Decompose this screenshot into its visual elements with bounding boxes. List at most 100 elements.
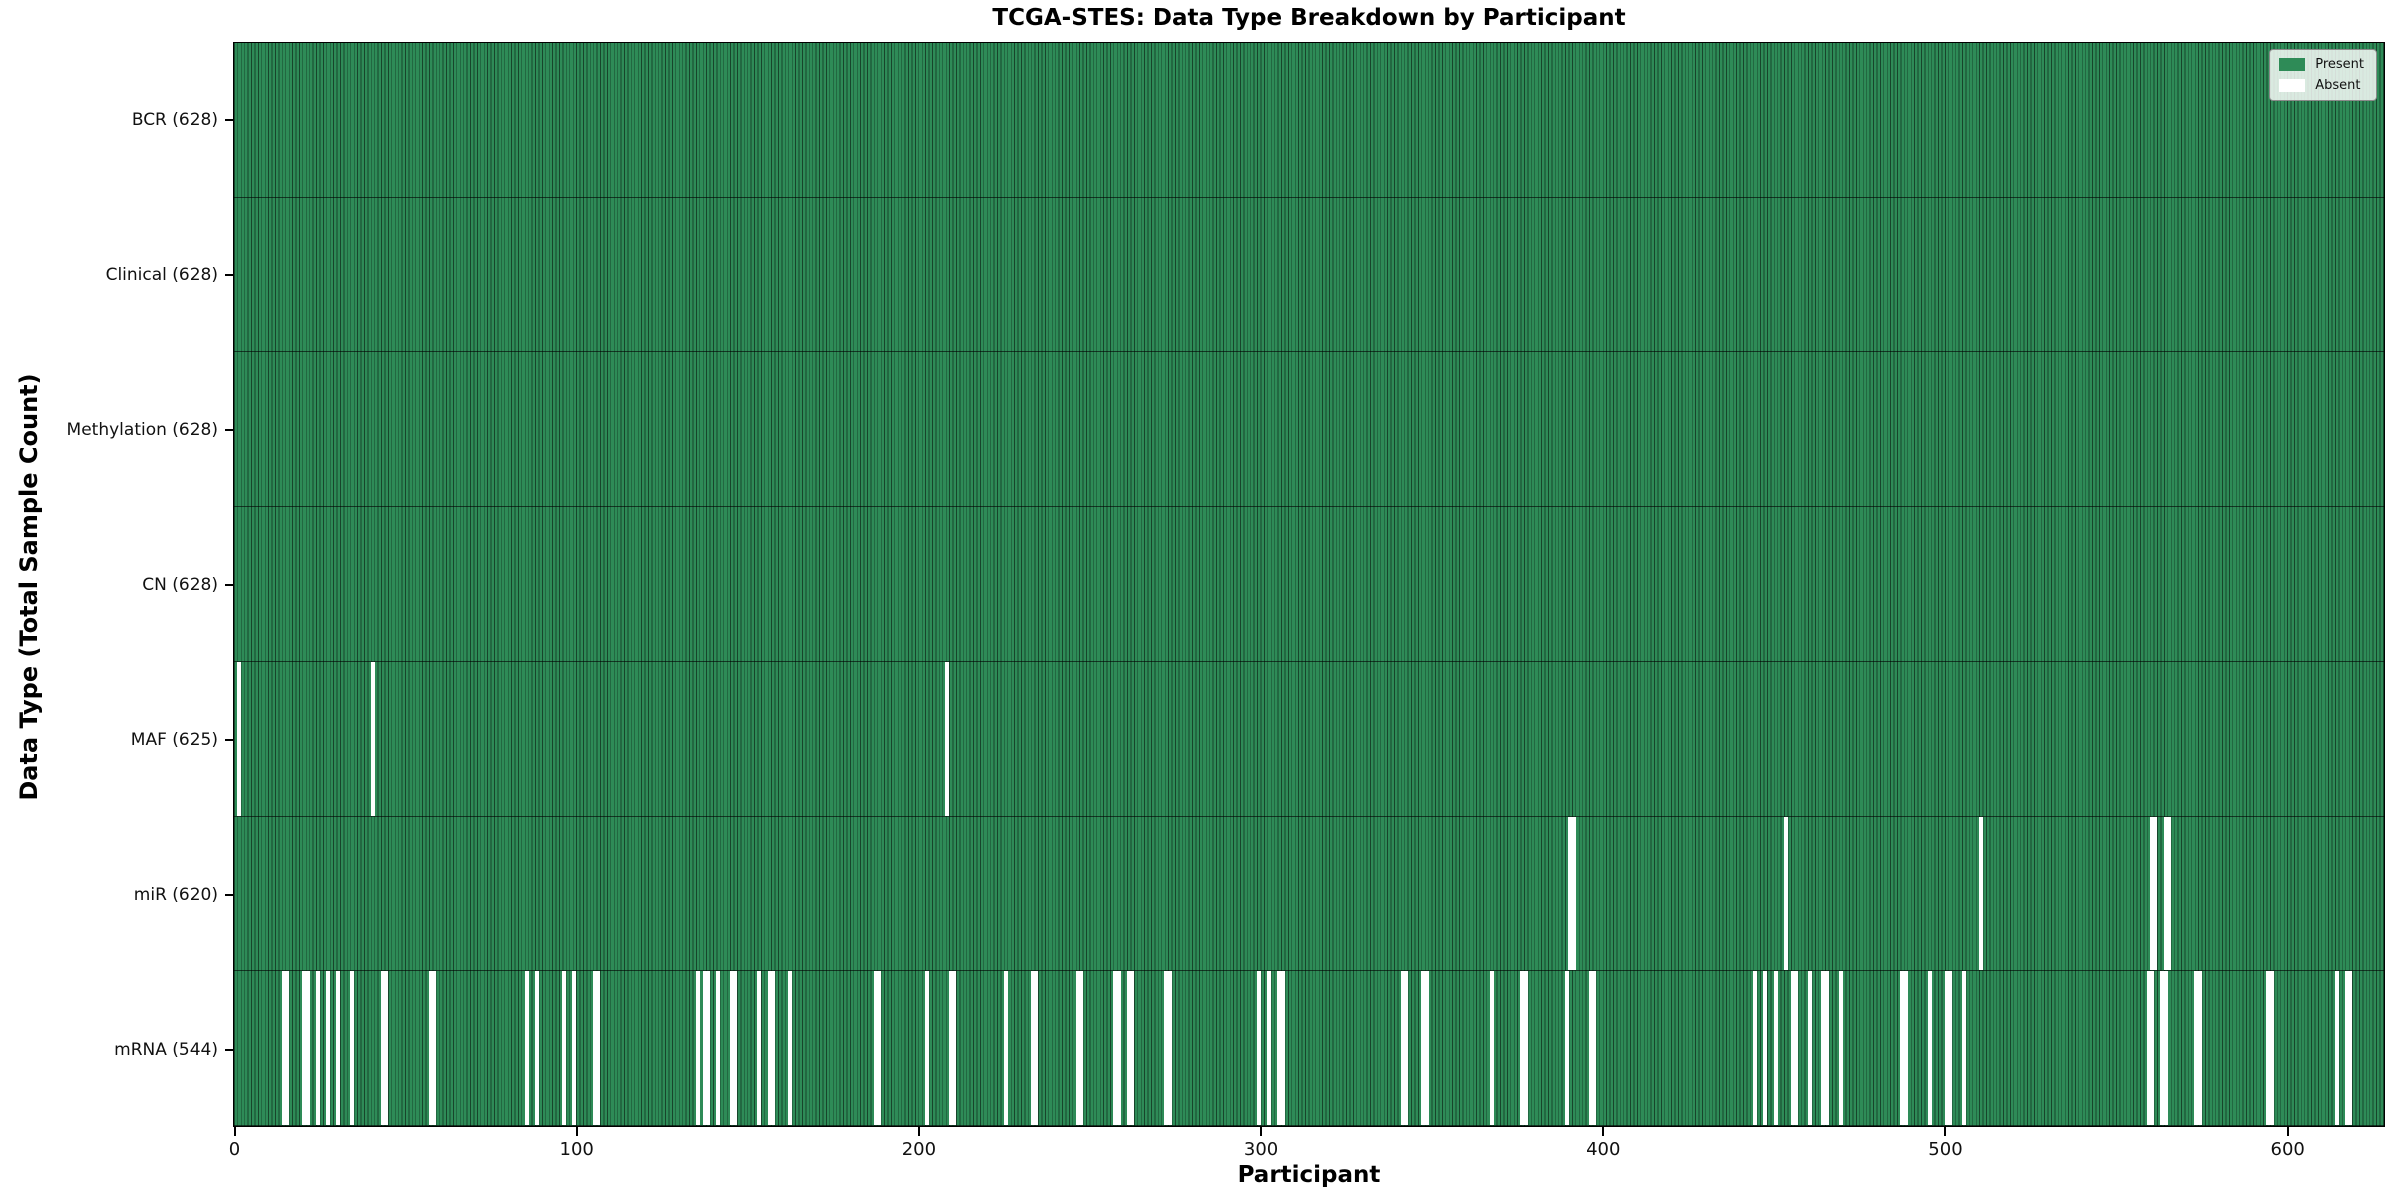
absent-stripe [716, 971, 721, 1126]
absent-stripe [305, 971, 310, 1126]
absent-stripe [948, 971, 953, 1126]
absent-stripe [733, 971, 738, 1126]
absent-stripe [1978, 816, 1983, 971]
absent-stripe [1003, 971, 1008, 1126]
absent-stripe [1489, 971, 1494, 1126]
chart-title: TCGA-STES: Data Type Breakdown by Partic… [992, 5, 1626, 31]
row-clinical [234, 197, 2384, 353]
x-tick-label-100: 100 [559, 1139, 594, 1160]
absent-stripe [1592, 971, 1597, 1126]
x-tick-label-600: 600 [2270, 1139, 2305, 1160]
absent-stripe [1564, 971, 1569, 1126]
absent-stripe [1838, 971, 1843, 1126]
absent-stripe [1571, 816, 1576, 971]
absent-stripe [2348, 971, 2353, 1126]
y-tick-label-clinical: Clinical (628) [105, 264, 218, 285]
y-tick-label-maf: MAF (625) [130, 729, 218, 750]
row-bcr [234, 43, 2384, 198]
absent-stripe [2194, 971, 2199, 1126]
absent-stripe [2150, 971, 2155, 1126]
absent-stripe [562, 971, 567, 1126]
y-tick-label-cn: CN (628) [142, 574, 218, 595]
absent-stripe [1164, 971, 1169, 1126]
absent-stripe [336, 971, 341, 1126]
absent-stripe [281, 971, 286, 1126]
row-cn [234, 507, 2384, 662]
legend-item-present: Present [2279, 57, 2364, 72]
row-maf [234, 661, 2384, 817]
absent-stripe [770, 971, 775, 1126]
absent-stripe [593, 971, 598, 1126]
x-tick-mark [1602, 1127, 1605, 1136]
x-tick-mark [2286, 1127, 2289, 1136]
absent-stripe [1400, 971, 1405, 1126]
absent-stripe [384, 971, 389, 1126]
x-tick-mark [1944, 1127, 1947, 1136]
absent-stripe [350, 971, 355, 1126]
absent-stripe [1130, 971, 1135, 1126]
plot-area: Present Absent [233, 42, 2385, 1127]
absent-stripe [1404, 971, 1409, 1126]
absent-stripe [695, 971, 700, 1126]
absent-stripe [1948, 971, 1953, 1126]
x-axis-label: Participant [1237, 1162, 1381, 1188]
x-tick-mark [917, 1127, 920, 1136]
absent-stripe [1075, 971, 1080, 1126]
absent-stripe [1824, 971, 1829, 1126]
absent-stripe [1280, 971, 1285, 1126]
x-tick-mark [1260, 1127, 1263, 1136]
absent-stripe [380, 971, 385, 1126]
absent-stripe [1116, 971, 1121, 1126]
row-mir [234, 816, 2384, 972]
absent-stripe [757, 971, 762, 1126]
legend-label-absent: Absent [2315, 78, 2361, 93]
absent-stripe [1113, 971, 1118, 1126]
absent-stripe [1078, 971, 1083, 1126]
absent-stripe [705, 971, 710, 1126]
absent-stripe [729, 971, 734, 1126]
absent-stripe [2334, 971, 2339, 1126]
x-tick-label-0: 0 [228, 1139, 241, 1160]
absent-stripe [2150, 816, 2155, 971]
absent-stripe [1900, 971, 1905, 1126]
absent-stripe [952, 971, 957, 1126]
absent-stripe [2146, 971, 2151, 1126]
x-tick-label-500: 500 [1928, 1139, 1963, 1160]
absent-stripe [1753, 971, 1758, 1126]
absent-stripe [315, 971, 320, 1126]
y-tick-mark [225, 1048, 233, 1051]
absent-stripe [1520, 971, 1525, 1126]
absent-stripe [1783, 816, 1788, 971]
absent-stripe [1167, 971, 1172, 1126]
absent-stripe [1588, 971, 1593, 1126]
row-methylation [234, 352, 2384, 508]
y-tick-mark [225, 428, 233, 431]
absent-stripe [1961, 971, 1966, 1126]
absent-stripe [2163, 971, 2168, 1126]
absent-stripe [2167, 816, 2172, 971]
legend-item-absent: Absent [2279, 78, 2364, 93]
y-tick-label-methylation: Methylation (628) [66, 419, 218, 440]
x-tick-label-200: 200 [901, 1139, 937, 1160]
absent-stripe [326, 971, 331, 1126]
absent-stripe [2266, 971, 2271, 1126]
y-tick-label-mir: miR (620) [133, 884, 218, 905]
absent-stripe [945, 661, 950, 816]
absent-stripe [2163, 816, 2168, 971]
absent-stripe [2345, 971, 2350, 1126]
absent-stripe [2269, 971, 2274, 1126]
absent-stripe [596, 971, 601, 1126]
absent-stripe [432, 971, 437, 1126]
absent-stripe [1794, 971, 1799, 1126]
absent-stripe [285, 971, 290, 1126]
present-swatch [2279, 58, 2306, 71]
y-tick-label-bcr: BCR (628) [131, 109, 218, 130]
absent-stripe [1568, 816, 1573, 971]
y-tick-mark [225, 273, 233, 276]
absent-swatch [2279, 79, 2306, 92]
absent-stripe [302, 971, 307, 1126]
absent-stripe [1807, 971, 1812, 1126]
absent-stripe [1821, 971, 1826, 1126]
absent-stripe [1031, 971, 1036, 1126]
absent-stripe [428, 971, 433, 1126]
